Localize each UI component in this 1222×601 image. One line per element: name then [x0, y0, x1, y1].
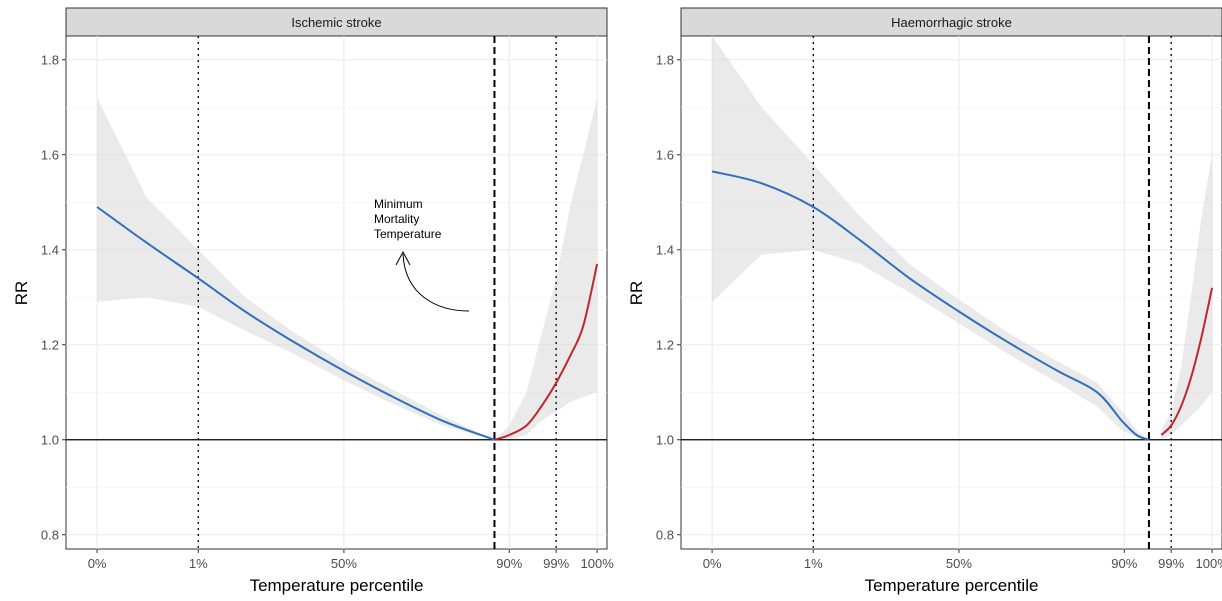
panel-title: Haemorrhagic stroke: [891, 15, 1012, 30]
x-tick-label: 1%: [189, 556, 208, 571]
y-tick-label: 1.2: [656, 337, 674, 352]
annotation-line: Temperature: [374, 227, 442, 241]
panel-ischemic: Ischemic stroke 0.8 1.0 1.2 1.4 1.6 1.8 0% 1% 5…: [12, 7, 614, 595]
rr-curves: [96, 206, 599, 441]
x-tick-label: 100%: [581, 556, 615, 571]
annotation-line: Minimum: [374, 197, 423, 211]
annotation-text: Minimum Mortality Temperature: [374, 197, 442, 241]
x-tick-label: 100%: [1196, 556, 1222, 571]
mmt-annotation: Minimum Mortality Temperature: [374, 197, 470, 312]
x-tick-label: 0%: [88, 556, 107, 571]
rr-curve-heat: [494, 263, 599, 441]
annotation-arrowhead: [395, 250, 411, 266]
annotation-arrow: [402, 253, 470, 312]
y-axis-ticks: 0.8 1.0 1.2 1.4 1.6 1.8: [41, 52, 66, 542]
rr-curves: [711, 170, 1214, 441]
y-tick-label: 1.4: [656, 242, 674, 257]
x-tick-label: 1%: [804, 556, 823, 571]
y-axis-title: RR: [627, 281, 646, 306]
rr-curve-cold: [711, 170, 1150, 441]
x-axis-ticks: 0% 1% 50% 90% 99% 100%: [703, 549, 1222, 571]
percentile-lines: [197, 36, 557, 549]
ci-band-cold: [97, 97, 495, 440]
x-tick-label: 99%: [1158, 556, 1184, 571]
panel-strip: [65, 7, 608, 37]
x-tick-label: 99%: [543, 556, 569, 571]
y-tick-label: 1.8: [41, 52, 59, 67]
y-tick-label: 1.4: [41, 242, 59, 257]
y-tick-label: 1.6: [656, 147, 674, 162]
y-tick-label: 0.8: [656, 527, 674, 542]
x-tick-label: 0%: [703, 556, 722, 571]
x-tick-label: 50%: [946, 556, 972, 571]
x-axis-title: Temperature percentile: [250, 576, 424, 595]
panel-haemorrhagic: Haemorrhagic stroke 0.8 1.0 1.2 1.4 1.6 1.8 0…: [627, 7, 1222, 595]
y-axis-title: RR: [12, 281, 31, 306]
panel-strip: [680, 7, 1222, 37]
percentile-lines: [812, 36, 1172, 549]
x-tick-label: 90%: [1111, 556, 1137, 571]
x-tick-label: 90%: [496, 556, 522, 571]
y-axis-ticks: 0.8 1.0 1.2 1.4 1.6 1.8: [656, 52, 681, 542]
y-tick-label: 1.0: [41, 432, 59, 447]
ci-band-heat: [1161, 154, 1213, 440]
x-tick-label: 50%: [331, 556, 357, 571]
y-tick-label: 0.8: [41, 527, 59, 542]
panel-title: Ischemic stroke: [291, 15, 381, 30]
x-axis-title: Temperature percentile: [865, 576, 1039, 595]
annotation-line: Mortality: [374, 212, 419, 226]
y-tick-label: 1.6: [41, 147, 59, 162]
y-tick-label: 1.0: [656, 432, 674, 447]
y-tick-label: 1.2: [41, 337, 59, 352]
x-axis-ticks: 0% 1% 50% 90% 99% 100%: [88, 549, 614, 571]
y-tick-label: 1.8: [656, 52, 674, 67]
rr-curve-heat: [1160, 287, 1214, 436]
rr-curve-cold: [96, 206, 495, 441]
